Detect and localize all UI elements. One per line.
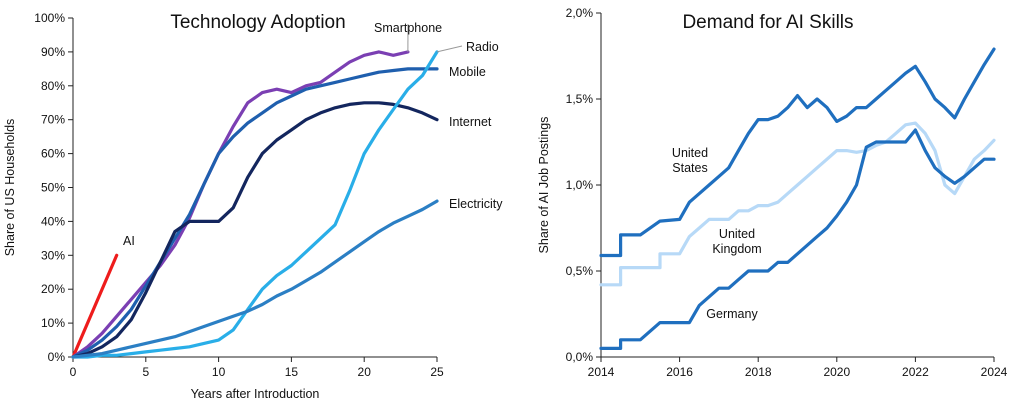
y-tick-label: 1,0% (566, 178, 594, 192)
y-tick-label: 10% (41, 316, 65, 330)
y-tick-label: 80% (41, 79, 65, 93)
x-tick-label: 2024 (981, 365, 1008, 379)
chart-demand-for-ai-skills: Demand for AI Skills 0,0% 0,5% 1,0% 1,5% 2,0%… (537, 6, 1008, 379)
series-label-mobile: Mobile (449, 65, 486, 79)
series-line-germany (599, 128, 996, 350)
y-tick-label: 0,5% (566, 264, 594, 278)
x-tick-label: 2016 (666, 365, 693, 379)
y-tick-label: 70% (41, 113, 65, 127)
chart-title: Technology Adoption (170, 12, 345, 33)
series-label-line: Kingdom (712, 242, 761, 256)
series-label-united-states: United States (672, 146, 708, 175)
y-tick-label: 40% (41, 214, 65, 228)
series-line-radio (71, 50, 439, 359)
x-tick-label: 20 (358, 365, 372, 379)
series-label-ai: AI (123, 234, 135, 248)
y-tick-label: 20% (41, 282, 65, 296)
series-line-ai (71, 253, 119, 359)
x-tick-label: 5 (142, 365, 149, 379)
x-tick-label: 2018 (745, 365, 772, 379)
y-tick-label: 50% (41, 181, 65, 195)
y-axis-label: Share of US Households (3, 119, 17, 257)
y-tick-label: 2,0% (566, 6, 594, 20)
series-label-line: United (719, 227, 755, 241)
y-tick-label: 0,0% (566, 350, 594, 364)
series-line-smartphone (71, 50, 410, 359)
x-tick-label: 2022 (902, 365, 929, 379)
series-label-electricity: Electricity (449, 197, 503, 211)
x-tick-label: 2014 (588, 365, 615, 379)
series-line-mobile (71, 67, 439, 359)
y-tick-label: 100% (34, 11, 65, 25)
chart-technology-adoption: Technology Adoption 0% 10% 20% 30% 40% 50% 60% 7… (3, 11, 503, 401)
y-tick-label: 60% (41, 147, 65, 161)
series-line-united-kingdom (599, 121, 996, 287)
y-tick-label: 90% (41, 45, 65, 59)
x-tick-label: 10 (212, 365, 226, 379)
y-tick-label: 30% (41, 248, 65, 262)
series-label-internet: Internet (449, 115, 492, 129)
x-tick-label: 25 (430, 365, 444, 379)
series-label-line: States (672, 161, 707, 175)
series-label-united-kingdom: United Kingdom (712, 227, 761, 256)
x-tick-label: 15 (285, 365, 299, 379)
y-tick-label: 1,5% (566, 92, 594, 106)
leader-line-radio (436, 45, 463, 53)
series-label-line: United (672, 146, 708, 160)
y-tick-label: 0% (48, 350, 66, 364)
x-axis-label: Years after Introduction (191, 387, 320, 401)
series-line-united-states (599, 47, 996, 258)
series-label-smartphone: Smartphone (374, 21, 442, 35)
series-label-radio: Radio (466, 40, 499, 54)
series-line-electricity (71, 199, 439, 359)
series-label-germany: Germany (706, 307, 758, 321)
chart-title: Demand for AI Skills (682, 12, 853, 33)
x-tick-label: 2020 (823, 365, 850, 379)
series-line-internet (71, 101, 439, 359)
y-axis-label: Share of AI Job Postings (537, 117, 551, 254)
x-tick-label: 0 (70, 365, 77, 379)
